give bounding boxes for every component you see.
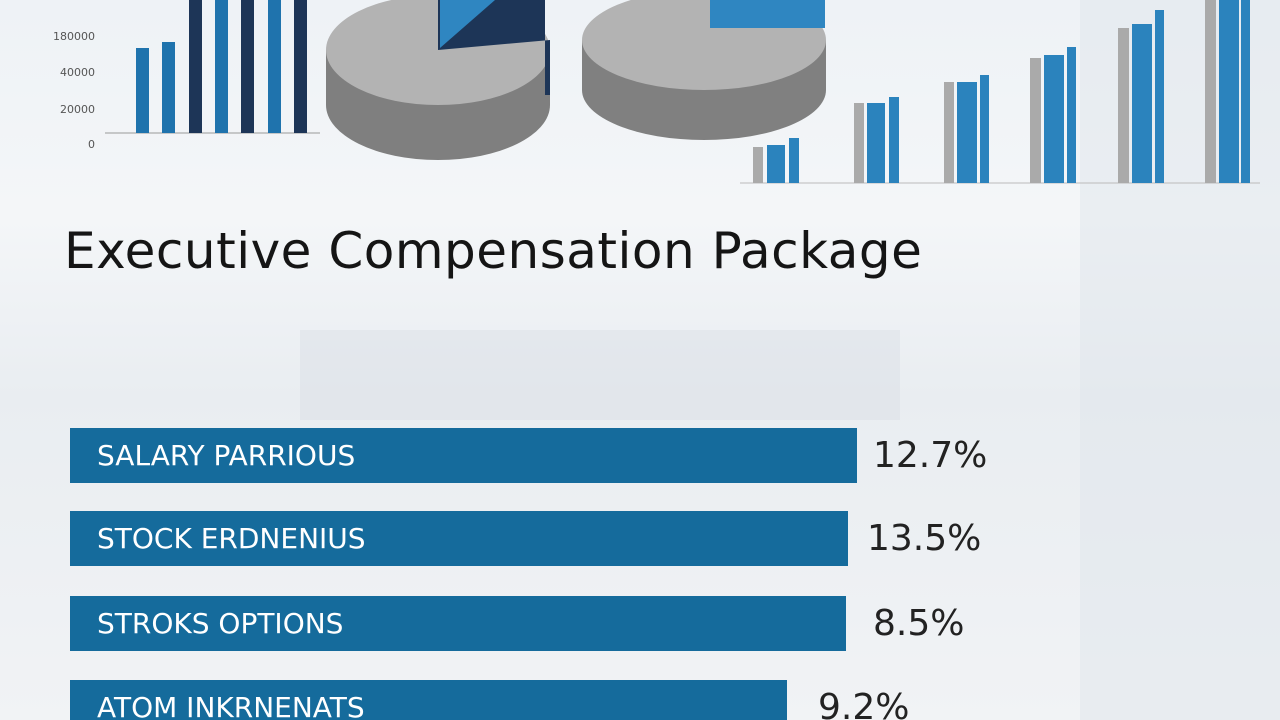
- axis-label: 0: [88, 138, 95, 151]
- item-value: 13.5%: [867, 518, 982, 559]
- title: Executive Compensation Package: [64, 222, 923, 280]
- item-bar: SALARY PARRIOUS: [70, 428, 857, 483]
- item-value: 9.2%: [818, 687, 910, 720]
- axis-label: 40000: [60, 66, 95, 79]
- item-bar: ATOM INKRNENATS: [70, 680, 787, 720]
- item-bar: STOCK ERDNENIUS: [70, 511, 848, 566]
- item-bar: STROKS OPTIONS: [70, 596, 846, 651]
- item-value: 12.7%: [873, 435, 988, 476]
- axis-label: 180000: [53, 30, 95, 43]
- item-value: 8.5%: [873, 603, 965, 644]
- axis-label: 20000: [60, 103, 95, 116]
